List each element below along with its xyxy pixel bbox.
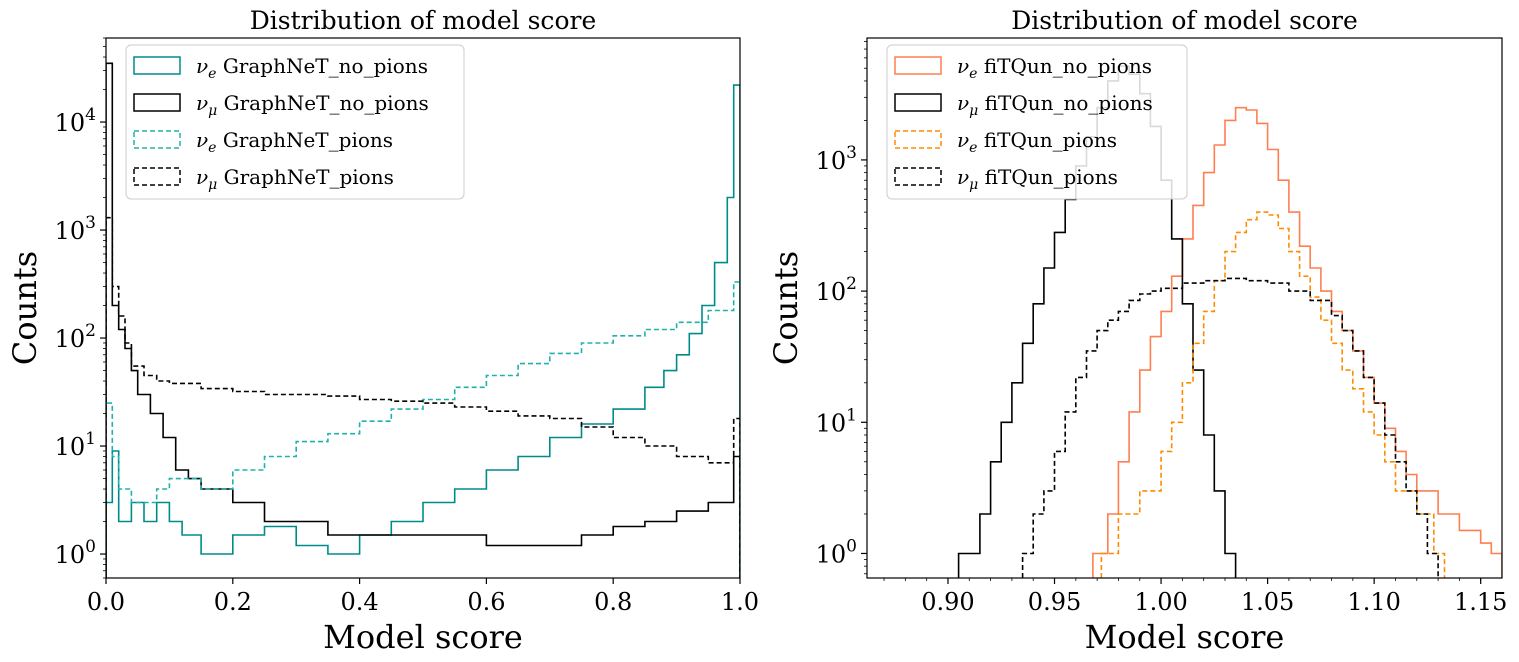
x-tick-label: 1.05 (1241, 588, 1294, 616)
y-tick-label: 102 (55, 321, 96, 353)
y-tick-label: 104 (55, 105, 96, 137)
legend-label: νe fiTQun_no_pions (957, 54, 1152, 82)
legend-label: νμ fiTQun_pions (957, 165, 1118, 193)
y-tick-label: 103 (816, 143, 857, 175)
y-tick-label: 100 (816, 536, 857, 568)
axes-frame (105, 37, 741, 579)
series-group (106, 62, 740, 578)
x-tick-label: 1.00 (1134, 588, 1187, 616)
x-tick-label: 0.90 (921, 588, 974, 616)
legend-swatch (894, 56, 942, 75)
y-tick-label: 103 (55, 213, 96, 245)
chart-panel-1: 0.0 0.2 0.4 0.6 0.8 1.0 100 101 102 103 104 Distrib… (6, 6, 759, 656)
series-4-line (1021, 277, 1439, 578)
x-axis-label: Model score (323, 618, 523, 656)
legend-swatch (894, 93, 942, 112)
x-tick-label: 0.95 (1028, 588, 1081, 616)
x-tick-label: 0.0 (87, 588, 125, 616)
y-tick-label: 101 (816, 405, 857, 437)
series-3-line (106, 281, 740, 578)
x-tick-label: 0.2 (214, 588, 252, 616)
x-tick-label: 1.10 (1347, 588, 1400, 616)
x-tick-label: 0.6 (467, 588, 505, 616)
legend-box (886, 44, 1188, 200)
legend-label: νμ GraphNeT_pions (196, 165, 394, 193)
legend-label: νe GraphNeT_no_pions (196, 54, 428, 82)
y-axis-label: Counts (6, 251, 44, 365)
x-tick-label: 0.8 (594, 588, 632, 616)
x-tick-label: 0.4 (341, 588, 379, 616)
chart-panel-2: 0.90 0.95 1.00 1.05 1.10 1.15 100 101 102 103 Dist… (767, 6, 1507, 656)
series-4-line (106, 216, 740, 578)
legend-label: νe GraphNeT_pions (196, 128, 393, 156)
legend: νe GraphNeT_no_pions νμ GraphNeT_no_pions… (125, 44, 465, 200)
chart-title: Distribution of model score (1011, 6, 1357, 35)
x-tick-label: 1.0 (721, 588, 759, 616)
legend-swatch (133, 56, 181, 75)
y-tick-label: 100 (55, 537, 96, 569)
axes-frame (866, 37, 1503, 579)
y-axis-label: Counts (767, 251, 805, 365)
series-1-line (1092, 106, 1502, 578)
legend-label: νμ fiTQun_no_pions (957, 91, 1153, 119)
legend: νe fiTQun_no_pions νμ fiTQun_no_pions νe f… (886, 44, 1188, 200)
series-3-line (1100, 211, 1446, 578)
y-tick-label: 102 (816, 274, 857, 306)
chart-title: Distribution of model score (250, 6, 596, 35)
legend-box (125, 44, 465, 200)
legend-label: νe fiTQun_pions (957, 128, 1117, 156)
x-axis-label: Model score (1085, 618, 1285, 656)
legend-label: νμ GraphNeT_no_pions (196, 91, 429, 119)
legend-swatch (133, 93, 181, 112)
series-1-line (106, 84, 740, 578)
y-tick-label: 101 (55, 429, 96, 461)
x-tick-label: 1.15 (1454, 588, 1507, 616)
